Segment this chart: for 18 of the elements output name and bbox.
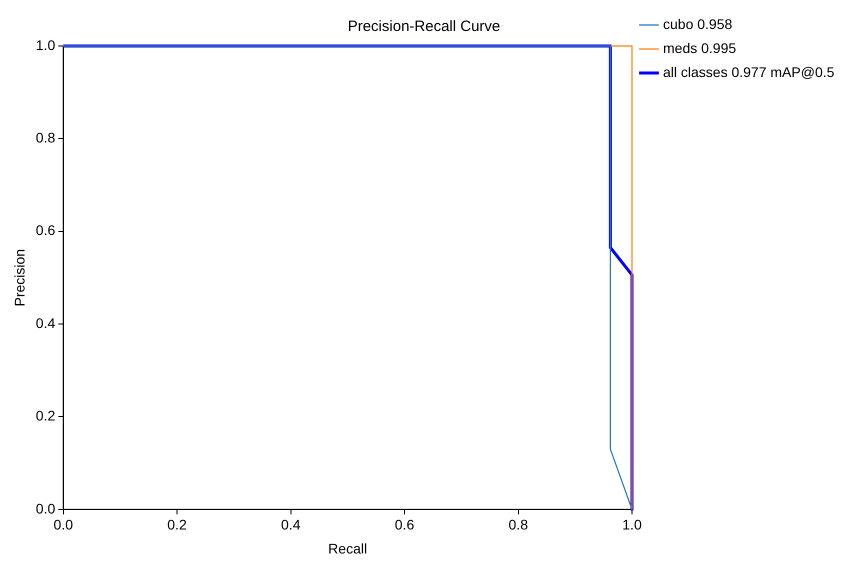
x-tick-label: 0.0 (54, 516, 74, 533)
x-tick-label: 0.4 (281, 516, 301, 533)
x-tick-label: 0.2 (167, 516, 187, 533)
legend-label: all classes 0.977 mAP@0.5 (663, 64, 835, 80)
legend-label: meds 0.995 (663, 40, 736, 56)
y-tick-label: 0.8 (36, 130, 56, 146)
y-tick-label: 0.0 (36, 500, 56, 516)
legend-label: cubo 0.958 (663, 16, 732, 32)
y-tick-label: 0.4 (36, 314, 56, 331)
x-axis-title: Recall (328, 540, 368, 556)
x-tick-label: 0.8 (508, 516, 528, 533)
y-tick-label: 0.2 (36, 408, 56, 424)
y-tick-label: 0.6 (36, 222, 56, 238)
x-tick-label: 0.6 (394, 516, 414, 533)
y-tick-label: 1.0 (36, 36, 56, 53)
y-axis-title: Precision (11, 248, 28, 306)
chart-title: Precision-Recall Curve (348, 18, 500, 36)
x-tick-label: 1.0 (622, 516, 642, 533)
